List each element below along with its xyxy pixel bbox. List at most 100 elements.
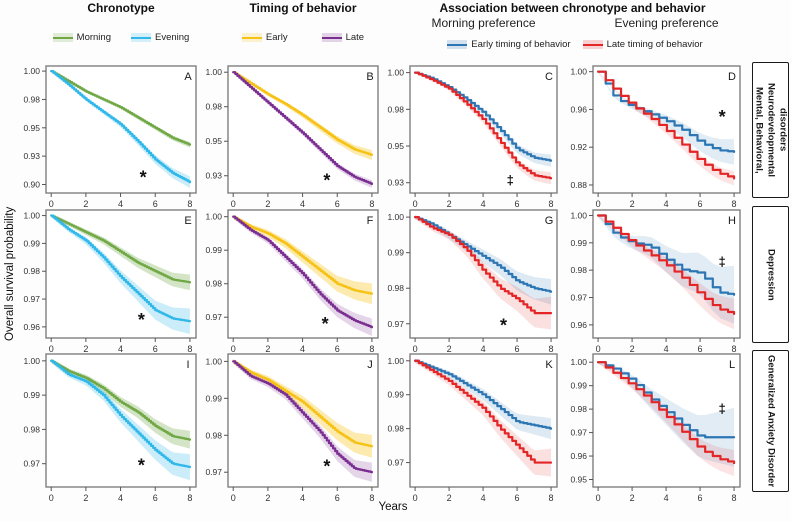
plot-frame <box>409 353 558 488</box>
plot-frame <box>409 209 558 339</box>
legend-label: Early timing of behavior <box>471 39 571 50</box>
legend-label: Late <box>345 32 365 43</box>
y-tick-label: 0.93 <box>205 171 222 181</box>
y-tick-label: 0.98 <box>387 104 404 114</box>
significance-marker: * <box>322 314 329 334</box>
x-tick-label: 4 <box>481 493 486 503</box>
survival-curve <box>232 215 374 329</box>
legend-label: Morning <box>76 32 111 43</box>
legend-swatch-icon <box>582 40 603 49</box>
x-tick-label: 2 <box>447 493 452 503</box>
plot-frame <box>592 209 741 339</box>
x-tick-label: 6 <box>515 493 520 503</box>
survival-curve <box>50 214 192 323</box>
legend-chronotype: Morning Evening <box>36 32 206 43</box>
x-tick-label: 6 <box>698 493 703 503</box>
confidence-band <box>598 213 735 330</box>
x-tick-label: 6 <box>698 344 703 354</box>
x-tick-label: 8 <box>187 493 192 503</box>
x-tick-label: 0 <box>231 199 236 209</box>
y-tick-label: 1.00 <box>23 356 40 366</box>
confidence-band <box>233 214 372 336</box>
y-tick-label: 0.97 <box>570 293 587 303</box>
x-tick-label: 8 <box>549 344 554 354</box>
y-tick-label: 0.99 <box>205 245 222 255</box>
legend-label: Late timing of behavior <box>606 39 703 50</box>
legend-swatch-icon <box>321 33 342 42</box>
legend-timing-item-1: Late <box>321 32 365 43</box>
x-tick-label: 4 <box>664 199 669 209</box>
confidence-band <box>415 214 552 305</box>
survival-curve <box>413 216 553 293</box>
y-tick-label: 1.00 <box>205 67 222 77</box>
x-tick-label: 0 <box>49 199 54 209</box>
x-tick-label: 8 <box>732 199 737 209</box>
curves-group <box>413 71 553 185</box>
y-tick-label: 0.97 <box>205 312 222 322</box>
significance-marker: * <box>500 316 507 336</box>
y-tick-label: 0.99 <box>387 248 404 258</box>
x-tick-label: 4 <box>300 493 305 503</box>
x-tick-label: 8 <box>187 344 192 354</box>
x-tick-label: 0 <box>413 493 418 503</box>
panel-letter: A <box>184 71 192 83</box>
legend-line-icon <box>321 36 342 39</box>
y-tick-label: 0.96 <box>570 104 587 114</box>
x-tick-label: 2 <box>83 344 88 354</box>
significance-marker: * <box>719 107 726 127</box>
survival-curve <box>50 70 192 184</box>
panel-G: 1.00 0.99 0.98 0.97 0 2 4 6 8 G * <box>387 209 558 354</box>
y-tick-label: 1.00 <box>23 211 40 221</box>
survival-curve <box>232 360 374 474</box>
column-header-timing: Timing of behavior <box>249 1 357 15</box>
legend-line-icon <box>582 43 603 46</box>
panel-letter: E <box>184 215 191 227</box>
y-tick-label: 0.98 <box>570 404 587 414</box>
x-tick-label: 6 <box>335 199 340 209</box>
column-header-chronotype: Chronotype <box>87 1 155 15</box>
panel-D: 1.00 0.96 0.92 0.88 0 2 4 6 8 D * <box>570 65 741 209</box>
legend-swatch-icon <box>447 40 468 49</box>
panel-letter: F <box>367 215 374 227</box>
legend-association: Early timing of behavior Late timing of b… <box>405 39 745 50</box>
survival-curve <box>232 71 374 157</box>
y-tick-label: 0.99 <box>387 390 404 400</box>
x-tick-label: 2 <box>83 199 88 209</box>
panel-letter: H <box>728 215 736 227</box>
legend-timing: Early Late <box>218 32 388 43</box>
x-tick-label: 2 <box>630 493 635 503</box>
x-tick-label: 4 <box>664 344 669 354</box>
y-tick-label: 1.00 <box>205 212 222 222</box>
legend-association-item-1: Late timing of behavior <box>582 39 703 50</box>
x-tick-label: 8 <box>732 344 737 354</box>
x-tick-label: 2 <box>630 199 635 209</box>
significance-marker: * <box>323 457 330 477</box>
panel-letter: L <box>729 359 735 371</box>
curves-group <box>50 213 192 335</box>
y-tick-label: 1.00 <box>570 210 587 220</box>
curves-group <box>413 214 553 330</box>
y-tick-label: 0.99 <box>205 393 222 403</box>
y-tick-label: 1.00 <box>387 212 404 222</box>
y-tick-label: 0.98 <box>387 283 404 293</box>
y-tick-label: 0.98 <box>205 279 222 289</box>
y-tick-label: 1.00 <box>205 356 222 366</box>
x-tick-label: 2 <box>630 344 635 354</box>
y-tick-label: 1.00 <box>387 68 404 78</box>
y-tick-label: 0.98 <box>205 430 222 440</box>
y-tick-label: 0.95 <box>387 141 404 151</box>
survival-curve <box>596 214 736 316</box>
subheader-evening-preference: Evening preference <box>614 16 719 30</box>
x-tick-label: 4 <box>118 199 123 209</box>
y-tick-label: 0.93 <box>23 151 40 161</box>
panel-letter: B <box>366 71 373 83</box>
survival-curve <box>413 359 553 430</box>
legend-association-item-0: Early timing of behavior <box>447 39 571 50</box>
survival-curve <box>413 359 553 464</box>
panel-F: 1.00 0.99 0.98 0.97 0 2 4 6 8 F * <box>205 209 379 354</box>
confidence-band <box>415 358 552 477</box>
x-tick-label: 4 <box>300 344 305 354</box>
x-tick-label: 2 <box>83 493 88 503</box>
y-tick-label: 0.96 <box>570 320 587 330</box>
